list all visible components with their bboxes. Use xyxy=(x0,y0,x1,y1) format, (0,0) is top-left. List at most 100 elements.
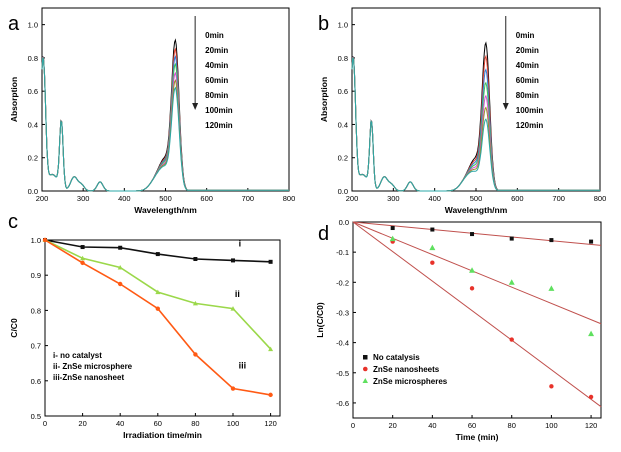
panel-c-plot: 0 20 40 60 80 100 120 0.5 0.6 0.7 0.8 0.9 1.0 Irradia… xyxy=(9,236,281,440)
data-point xyxy=(230,386,236,391)
legend-entry: 20min xyxy=(516,46,539,55)
x-tick-label: 300 xyxy=(387,194,400,203)
panel-label-a: a xyxy=(8,13,20,35)
legend-entry: ZnSe nanosheets xyxy=(373,365,440,374)
fit-line xyxy=(352,221,602,325)
data-point xyxy=(470,232,475,237)
x-tick-label: 20 xyxy=(389,421,397,430)
data-point xyxy=(389,235,396,242)
y-tick-label: -0.2 xyxy=(336,278,349,287)
x-tick-label: 200 xyxy=(36,194,49,203)
x-tick-label: 100 xyxy=(227,419,240,428)
annotation-iii: iii xyxy=(239,360,247,370)
y-axis-label: Absorption xyxy=(319,77,329,122)
data-point xyxy=(508,279,515,285)
data-point xyxy=(469,286,475,291)
x-tick-label: 80 xyxy=(508,421,516,430)
x-tick-label: 40 xyxy=(428,421,436,430)
annotation-ii: ii xyxy=(235,289,240,299)
data-point xyxy=(193,257,198,262)
spectrum-line-40min xyxy=(41,55,289,192)
data-point xyxy=(155,289,161,295)
spectrum-line-60min xyxy=(41,56,289,192)
legend-entry: 0min xyxy=(516,31,535,40)
x-tick-label: 400 xyxy=(428,194,441,203)
spectrum-line-80min xyxy=(41,57,289,192)
y-tick-label: 0.8 xyxy=(31,306,41,315)
y-tick-label: 1.0 xyxy=(31,236,41,245)
data-point xyxy=(192,300,198,306)
data-point xyxy=(268,346,274,352)
x-tick-label: 60 xyxy=(468,421,476,430)
legend-entry: 80min xyxy=(516,91,539,100)
data-point xyxy=(390,226,395,231)
data-point xyxy=(548,285,555,291)
data-point xyxy=(230,306,236,311)
annotation-i: i xyxy=(239,238,242,248)
data-point xyxy=(268,259,273,264)
data-point xyxy=(118,245,123,250)
data-point xyxy=(80,260,85,266)
panel-d-plot: 0 20 40 60 80 100 120 0.0 -0.1 -0.2 -0.3 -0.4 -0.5 -0… xyxy=(315,218,602,442)
x-axis-label: Wavelength/nm xyxy=(445,205,508,215)
legend-entry: 60min xyxy=(516,76,539,85)
y-tick-label: 0.8 xyxy=(28,54,38,63)
data-point xyxy=(118,281,123,287)
series-line-iii xyxy=(44,239,271,396)
y-tick-label: 1.0 xyxy=(28,21,38,30)
panel-label-b: b xyxy=(318,13,329,35)
fit-line xyxy=(352,221,602,246)
x-tick-label: 80 xyxy=(191,419,199,428)
spectrum-line-20min xyxy=(41,47,289,192)
legend-entry: 120min xyxy=(516,121,544,130)
legend-entry: 40min xyxy=(516,61,539,70)
x-tick-label: 700 xyxy=(552,194,565,203)
x-tick-label: 120 xyxy=(264,419,277,428)
legend-entry: 120min xyxy=(205,121,233,130)
legend-entry: 0min xyxy=(205,31,224,40)
axes-frame xyxy=(352,221,602,419)
data-point xyxy=(509,337,514,342)
y-tick-label: 0.8 xyxy=(338,54,348,63)
data-point xyxy=(549,384,554,389)
panel-a-plot: 200 300 400 500 600 700 800 0.0 0.2 0.4 0.6 0.8 1.0 W… xyxy=(9,7,296,215)
legend-entry: iii-ZnSe nanosheet xyxy=(53,373,124,382)
x-tick-label: 600 xyxy=(511,194,524,203)
spectrum-line-120min xyxy=(351,57,600,192)
y-axis-label: Absorption xyxy=(9,77,19,122)
data-point xyxy=(588,394,594,400)
fit-line xyxy=(352,221,602,408)
legend-entry: 100min xyxy=(205,106,233,115)
data-point xyxy=(589,239,594,244)
data-point xyxy=(588,330,595,337)
legend-entry: No catalysis xyxy=(373,353,420,362)
y-tick-label: 0.0 xyxy=(338,187,348,196)
y-tick-label: -0.3 xyxy=(336,308,349,317)
y-axis-label: C/C0 xyxy=(9,318,19,338)
y-tick-label: 0.5 xyxy=(31,412,41,421)
panel-b-plot: 200 300 400 500 600 700 800 0.0 0.2 0.4 0.6 0.8 1.0 W… xyxy=(319,7,606,215)
legend-entry: i- no catalyst xyxy=(53,351,102,360)
x-tick-label: 300 xyxy=(77,194,90,203)
y-tick-label: 0.4 xyxy=(338,120,348,129)
y-tick-label: -0.1 xyxy=(336,248,349,257)
x-tick-label: 800 xyxy=(283,194,296,203)
legend-entry: 100min xyxy=(516,106,544,115)
x-tick-label: 500 xyxy=(470,194,483,203)
data-point xyxy=(117,264,123,270)
data-point xyxy=(155,252,160,257)
panel-label-d: d xyxy=(318,223,329,245)
legend-marker xyxy=(362,378,368,383)
y-tick-label: 0.6 xyxy=(28,87,38,96)
data-point xyxy=(430,260,435,265)
data-point xyxy=(430,227,435,232)
y-tick-label: 1.0 xyxy=(338,21,348,30)
legend-entry: 80min xyxy=(205,91,228,100)
x-tick-label: 120 xyxy=(585,421,598,430)
y-tick-label: 0.6 xyxy=(31,377,41,386)
y-tick-label: -0.4 xyxy=(336,339,349,348)
x-tick-label: 0 xyxy=(351,421,355,430)
spectrum-line-120min xyxy=(41,57,289,192)
data-point xyxy=(549,238,554,243)
data-point xyxy=(231,258,235,263)
